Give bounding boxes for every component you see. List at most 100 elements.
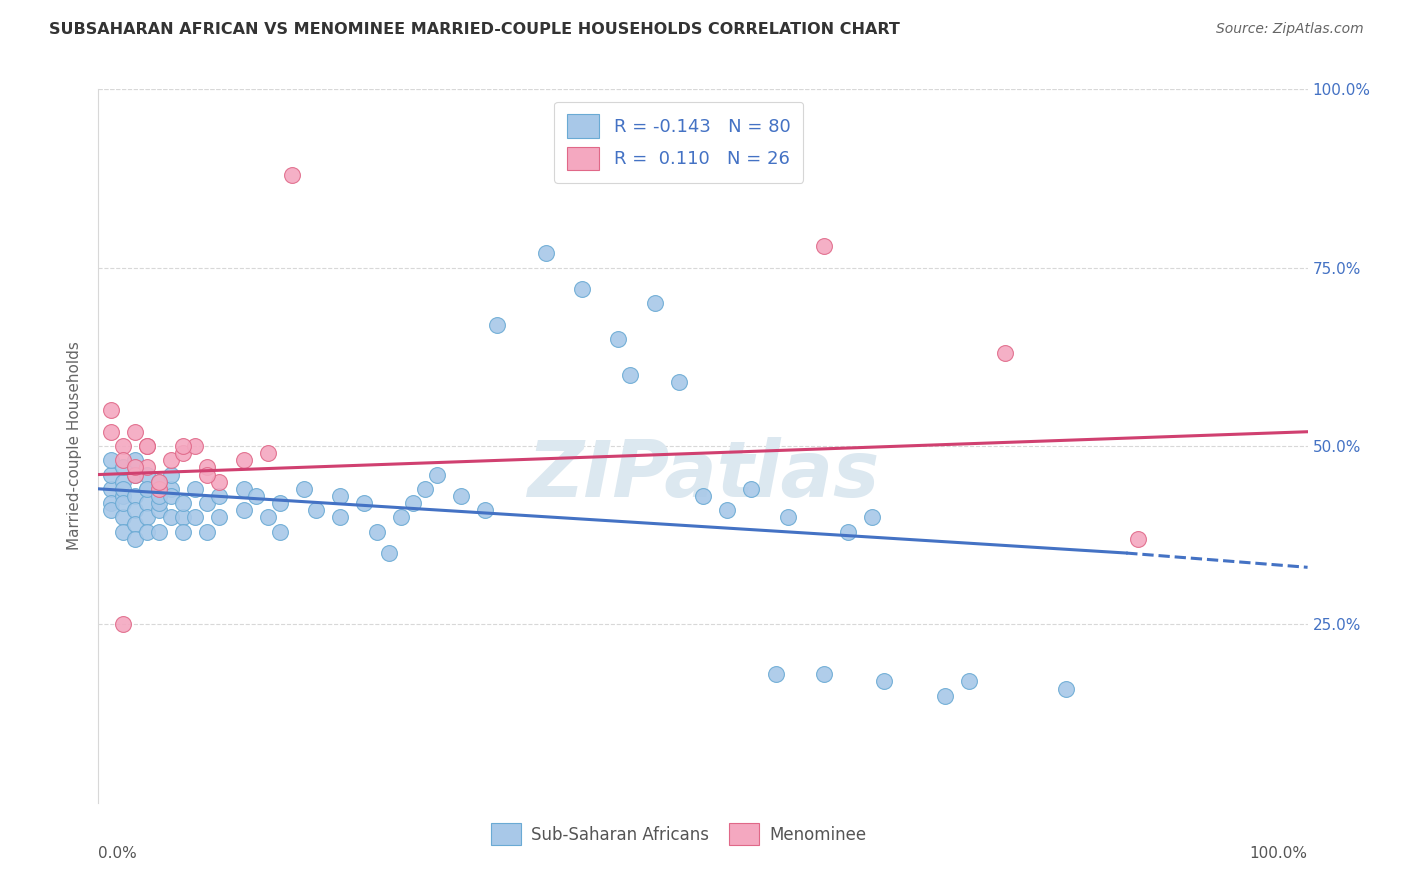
Point — [195, 460, 218, 475]
Point — [353, 496, 375, 510]
Point — [305, 503, 328, 517]
Point — [172, 439, 194, 453]
Point — [172, 446, 194, 460]
Point — [269, 524, 291, 539]
Point — [195, 496, 218, 510]
Point — [184, 482, 207, 496]
Point — [256, 446, 278, 460]
Point — [148, 475, 170, 489]
Point — [160, 453, 183, 467]
Point — [124, 460, 146, 475]
Point — [100, 503, 122, 517]
Point — [292, 482, 315, 496]
Point — [474, 503, 496, 517]
Y-axis label: Married-couple Households: Married-couple Households — [67, 342, 83, 550]
Point — [534, 246, 557, 260]
Point — [111, 617, 134, 632]
Point — [100, 496, 122, 510]
Text: 100.0%: 100.0% — [1250, 846, 1308, 861]
Point — [813, 239, 835, 253]
Text: SUBSAHARAN AFRICAN VS MENOMINEE MARRIED-COUPLE HOUSEHOLDS CORRELATION CHART: SUBSAHARAN AFRICAN VS MENOMINEE MARRIED-… — [49, 22, 900, 37]
Point — [413, 482, 436, 496]
Point — [184, 510, 207, 524]
Point — [111, 439, 134, 453]
Point — [111, 475, 134, 489]
Point — [124, 467, 146, 482]
Point — [111, 453, 134, 467]
Point — [232, 503, 254, 517]
Point — [994, 346, 1017, 360]
Point — [172, 496, 194, 510]
Point — [100, 467, 122, 482]
Point — [100, 482, 122, 496]
Point — [329, 510, 352, 524]
Point — [172, 510, 194, 524]
Point — [934, 689, 956, 703]
Point — [232, 453, 254, 467]
Point — [100, 403, 122, 417]
Text: Source: ZipAtlas.com: Source: ZipAtlas.com — [1216, 22, 1364, 37]
Point — [860, 510, 883, 524]
Point — [184, 439, 207, 453]
Point — [100, 453, 122, 467]
Point — [160, 482, 183, 496]
Point — [124, 425, 146, 439]
Point — [111, 482, 134, 496]
Point — [837, 524, 859, 539]
Point — [377, 546, 399, 560]
Point — [148, 496, 170, 510]
Point — [644, 296, 666, 310]
Point — [692, 489, 714, 503]
Point — [740, 482, 762, 496]
Point — [135, 439, 157, 453]
Point — [571, 282, 593, 296]
Point — [124, 503, 146, 517]
Point — [232, 482, 254, 496]
Point — [100, 425, 122, 439]
Text: ZIPatlas: ZIPatlas — [527, 436, 879, 513]
Point — [124, 453, 146, 467]
Point — [765, 667, 787, 681]
Point — [776, 510, 799, 524]
Point — [1128, 532, 1150, 546]
Point — [135, 439, 157, 453]
Point — [135, 467, 157, 482]
Point — [668, 375, 690, 389]
Point — [256, 510, 278, 524]
Point — [111, 524, 134, 539]
Point — [607, 332, 630, 346]
Point — [172, 524, 194, 539]
Point — [269, 496, 291, 510]
Point — [208, 475, 231, 489]
Point — [486, 318, 509, 332]
Point — [160, 510, 183, 524]
Point — [813, 667, 835, 681]
Point — [195, 524, 218, 539]
Point — [245, 489, 267, 503]
Point — [148, 503, 170, 517]
Point — [208, 510, 231, 524]
Point — [716, 503, 738, 517]
Point — [135, 460, 157, 475]
Point — [148, 524, 170, 539]
Point — [389, 510, 412, 524]
Point — [111, 496, 134, 510]
Point — [160, 489, 183, 503]
Point — [208, 489, 231, 503]
Point — [148, 475, 170, 489]
Point — [111, 510, 134, 524]
Point — [1054, 681, 1077, 696]
Point — [402, 496, 425, 510]
Legend: Sub-Saharan Africans, Menominee: Sub-Saharan Africans, Menominee — [485, 817, 873, 852]
Point — [135, 496, 157, 510]
Point — [135, 482, 157, 496]
Point — [329, 489, 352, 503]
Point — [426, 467, 449, 482]
Point — [135, 510, 157, 524]
Point — [873, 674, 896, 689]
Point — [366, 524, 388, 539]
Text: 0.0%: 0.0% — [98, 846, 138, 861]
Point — [135, 482, 157, 496]
Point — [148, 489, 170, 503]
Point — [160, 467, 183, 482]
